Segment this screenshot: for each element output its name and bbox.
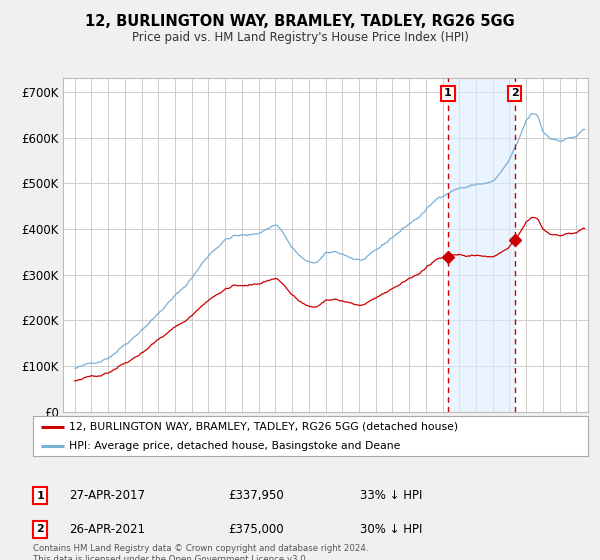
Text: 2: 2: [511, 88, 518, 99]
Text: 1: 1: [444, 88, 452, 99]
Text: £337,950: £337,950: [228, 489, 284, 502]
Text: HPI: Average price, detached house, Basingstoke and Deane: HPI: Average price, detached house, Basi…: [69, 441, 400, 451]
Text: 12, BURLINGTON WAY, BRAMLEY, TADLEY, RG26 5GG: 12, BURLINGTON WAY, BRAMLEY, TADLEY, RG2…: [85, 14, 515, 29]
Text: 12, BURLINGTON WAY, BRAMLEY, TADLEY, RG26 5GG (detached house): 12, BURLINGTON WAY, BRAMLEY, TADLEY, RG2…: [69, 422, 458, 432]
Text: Contains HM Land Registry data © Crown copyright and database right 2024.
This d: Contains HM Land Registry data © Crown c…: [33, 544, 368, 560]
Text: 1: 1: [37, 491, 44, 501]
Bar: [448, 78, 515, 412]
Text: 27-APR-2017: 27-APR-2017: [69, 489, 145, 502]
Text: 26-APR-2021: 26-APR-2021: [69, 522, 145, 536]
Text: £375,000: £375,000: [228, 522, 284, 536]
Text: 2: 2: [37, 524, 44, 534]
Text: Price paid vs. HM Land Registry's House Price Index (HPI): Price paid vs. HM Land Registry's House …: [131, 31, 469, 44]
Text: 30% ↓ HPI: 30% ↓ HPI: [360, 522, 422, 536]
Text: 33% ↓ HPI: 33% ↓ HPI: [360, 489, 422, 502]
